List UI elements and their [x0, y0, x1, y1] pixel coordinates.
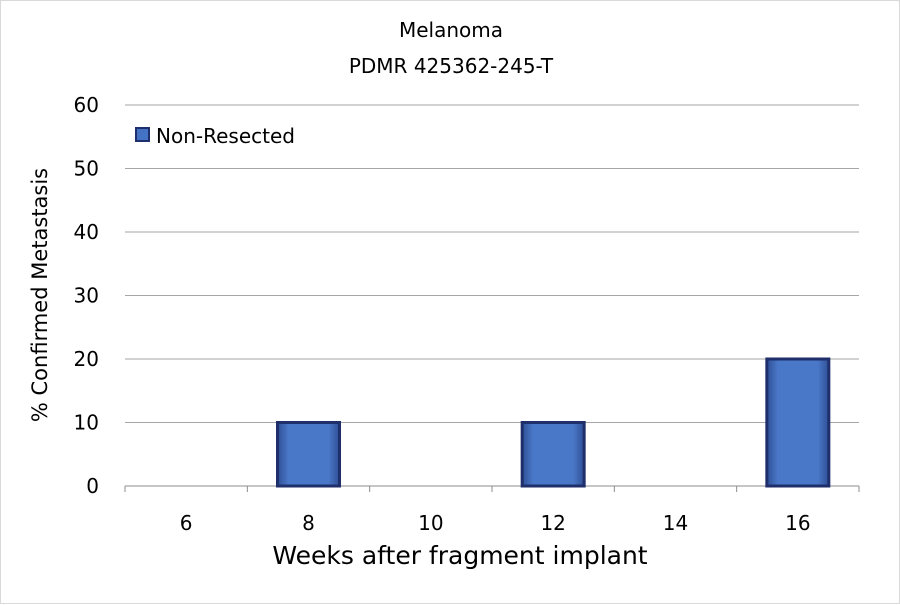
x-tick-label: 12	[540, 511, 565, 535]
y-axis-ticks: 0 10 20 30 40 50 60	[74, 93, 99, 498]
y-axis-label: % Confirmed Metastasis	[28, 168, 52, 422]
legend-label: Non-Resected	[156, 124, 295, 148]
y-tick-label: 50	[74, 157, 99, 181]
gridlines	[125, 104, 859, 423]
bar	[765, 357, 831, 488]
bar	[276, 421, 341, 488]
x-tick-label: 6	[180, 511, 193, 535]
chart-subtitle: PDMR 425362-245-T	[349, 54, 554, 78]
x-tick-label: 14	[663, 511, 688, 535]
legend: Non-Resected	[135, 124, 295, 148]
bars	[276, 357, 831, 488]
x-axis-label: Weeks after fragment implant	[272, 541, 647, 570]
y-tick-label: 10	[74, 411, 99, 435]
legend-swatch	[135, 127, 150, 142]
x-tick-label: 8	[302, 511, 315, 535]
y-tick-label: 0	[86, 474, 99, 498]
x-axis	[124, 485, 860, 492]
y-tick-label: 30	[74, 284, 99, 308]
x-tick-label: 16	[785, 511, 810, 535]
chart-title: Melanoma	[399, 18, 503, 42]
bar	[520, 421, 586, 488]
x-tick-label: 10	[418, 511, 443, 535]
y-tick-label: 20	[74, 347, 99, 371]
y-tick-label: 40	[74, 220, 99, 244]
x-axis-ticks: 6 8 10 12 14 16	[180, 511, 811, 535]
y-tick-label: 60	[74, 93, 99, 117]
